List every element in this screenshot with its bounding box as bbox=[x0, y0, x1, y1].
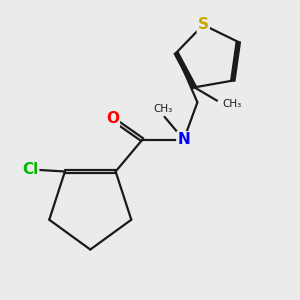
Text: Cl: Cl bbox=[22, 162, 38, 177]
Text: N: N bbox=[177, 132, 190, 147]
Text: S: S bbox=[198, 17, 209, 32]
Text: CH₃: CH₃ bbox=[153, 103, 172, 113]
Text: O: O bbox=[106, 111, 119, 126]
Text: CH₃: CH₃ bbox=[222, 99, 241, 109]
